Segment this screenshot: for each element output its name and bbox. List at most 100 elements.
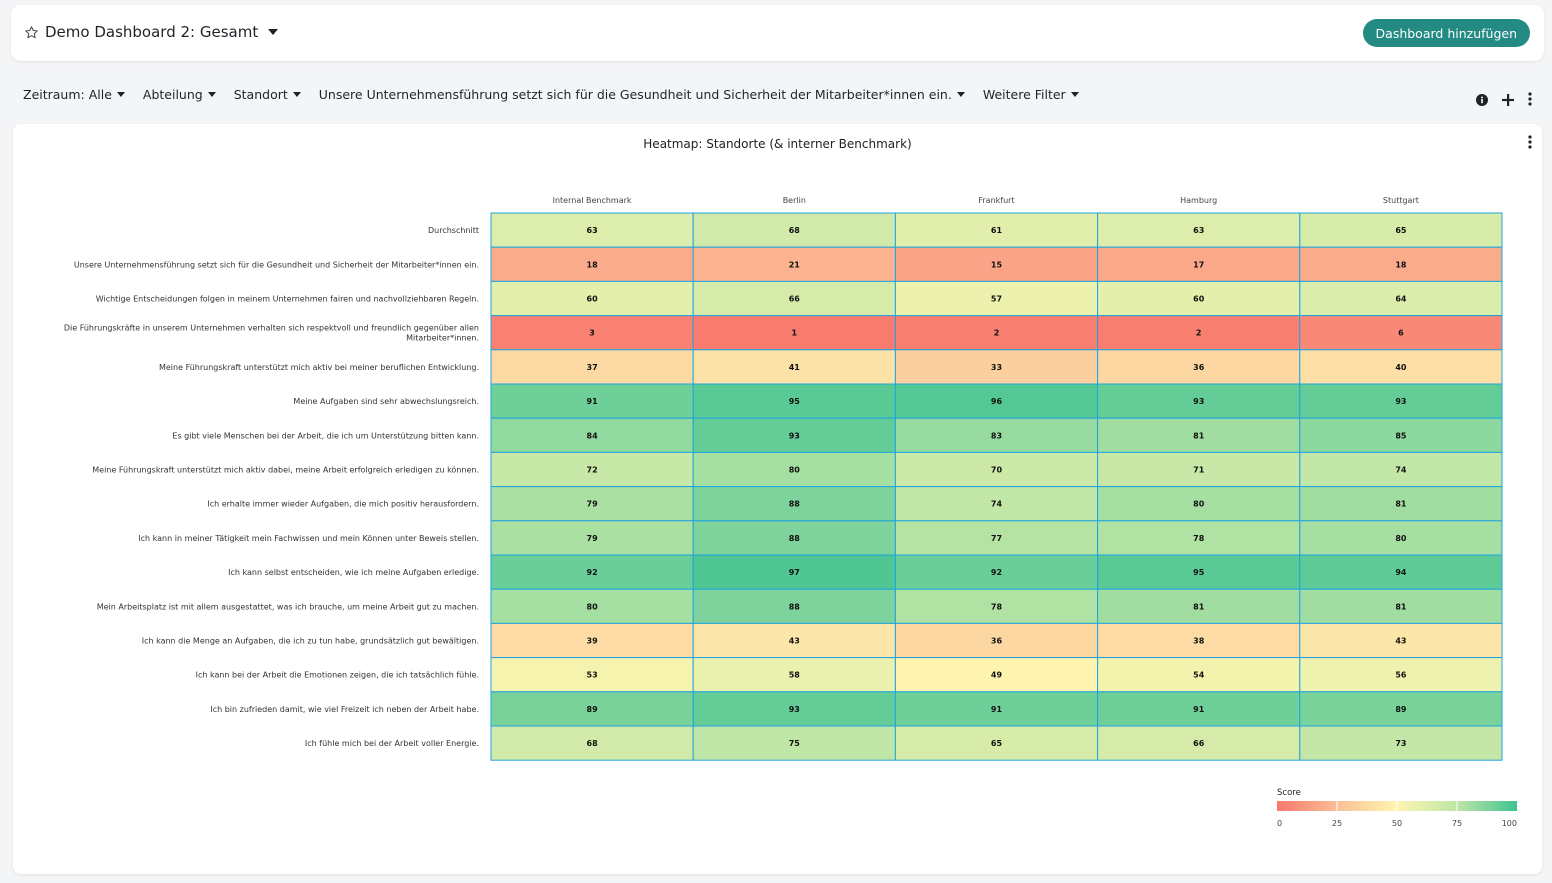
heatmap-cell[interactable] — [1097, 622, 1301, 659]
legend-tick-label: 100 — [1502, 819, 1517, 828]
cell-value-label: 21 — [789, 260, 801, 269]
heatmap-cell[interactable] — [1299, 417, 1503, 453]
filter-more[interactable]: Weitere Filter — [983, 87, 1079, 102]
cell-value-label: 15 — [991, 260, 1003, 269]
heatmap-cell[interactable] — [692, 554, 896, 590]
cell-value-label: 92 — [991, 568, 1002, 577]
heatmap-cell[interactable] — [1097, 554, 1301, 590]
heatmap-cell[interactable] — [1097, 691, 1301, 727]
heatmap-cell[interactable] — [692, 383, 896, 419]
heatmap-cell[interactable] — [894, 451, 1099, 488]
heatmap-cell[interactable] — [490, 486, 694, 522]
cell-value-label: 88 — [789, 500, 801, 509]
row-label: Ich kann die Menge an Aufgaben, die ich … — [142, 637, 479, 646]
heatmap-cell[interactable] — [894, 246, 1099, 282]
cell-value-label: 85 — [1395, 431, 1407, 440]
column-label: Internal Benchmark — [553, 196, 632, 205]
heatmap-cell[interactable] — [894, 315, 1099, 351]
filter-department[interactable]: Abteilung — [143, 87, 216, 102]
heatmap-cell[interactable] — [490, 520, 694, 556]
cell-value-label: 60 — [587, 295, 599, 304]
heatmap-cell[interactable] — [1299, 486, 1503, 522]
heatmap-cell[interactable] — [692, 520, 896, 556]
dashboard-selector[interactable]: Demo Dashboard 2: Gesamt — [24, 23, 279, 41]
heatmap-cell[interactable] — [1097, 486, 1301, 522]
cell-value-label: 2 — [994, 329, 1000, 338]
heatmap-cell[interactable] — [692, 657, 896, 693]
heatmap-cell[interactable] — [894, 520, 1099, 556]
heatmap-cell[interactable] — [1299, 725, 1503, 761]
heatmap-cell[interactable] — [1097, 417, 1301, 453]
heatmap-cell[interactable] — [692, 588, 896, 624]
star-icon[interactable] — [24, 25, 39, 40]
heatmap-cell[interactable] — [1299, 520, 1503, 556]
cell-value-label: 63 — [1193, 226, 1204, 235]
cell-value-label: 80 — [1193, 500, 1205, 509]
cell-value-label: 3 — [589, 329, 595, 338]
heatmap-cell[interactable] — [1097, 520, 1301, 556]
info-icon[interactable] — [1476, 91, 1488, 110]
heatmap-cell[interactable] — [692, 691, 896, 727]
heatmap-cell[interactable] — [1299, 280, 1503, 317]
row-label: Unsere Unternehmensführung setzt sich fü… — [74, 260, 479, 269]
heatmap-cell[interactable] — [490, 554, 694, 590]
heatmap-cell[interactable] — [692, 451, 896, 488]
filter-location[interactable]: Standort — [234, 87, 301, 102]
filter-period[interactable]: Zeitraum: Alle — [23, 87, 125, 102]
cell-value-label: 2 — [1196, 329, 1202, 338]
cell-value-label: 56 — [1395, 671, 1407, 680]
heatmap-cell[interactable] — [1299, 315, 1503, 351]
heatmap-cell[interactable] — [1097, 725, 1301, 761]
legend-tick-label: 50 — [1392, 819, 1402, 828]
heatmap-cell[interactable] — [894, 486, 1099, 522]
row-label: Ich kann selbst entscheiden, wie ich mei… — [228, 568, 479, 577]
heatmap-cell[interactable] — [490, 657, 694, 693]
heatmap-cell[interactable] — [1299, 657, 1503, 693]
cell-value-label: 18 — [587, 260, 599, 269]
heatmap-cell[interactable] — [490, 725, 694, 761]
cell-value-label: 43 — [1395, 637, 1406, 646]
heatmap-cell[interactable] — [1299, 349, 1503, 385]
heatmap-cell[interactable] — [1097, 315, 1301, 351]
row-label: Wichtige Entscheidungen folgen in meinem… — [96, 295, 479, 304]
heatmap-cell[interactable] — [490, 315, 694, 351]
kebab-menu-icon[interactable] — [1528, 91, 1532, 110]
heatmap-cell[interactable] — [1299, 691, 1503, 727]
heatmap-cell[interactable] — [894, 349, 1099, 385]
heatmap-cell[interactable] — [692, 725, 896, 761]
heatmap-cell[interactable] — [692, 315, 896, 351]
filter-question[interactable]: Unsere Unternehmensführung setzt sich fü… — [319, 87, 965, 102]
heatmap-cell[interactable] — [1299, 451, 1503, 488]
dashboard-header: Demo Dashboard 2: Gesamt Dashboard hinzu… — [11, 5, 1544, 61]
kebab-menu-icon[interactable] — [1528, 134, 1532, 153]
cell-value-label: 96 — [991, 397, 1003, 406]
heatmap-cell[interactable] — [692, 622, 896, 659]
heatmap-cell[interactable] — [490, 246, 694, 282]
heatmap-cell[interactable] — [894, 691, 1099, 727]
heatmap-cell[interactable] — [1299, 622, 1503, 659]
heatmap-cell[interactable] — [490, 212, 694, 248]
heatmap-cell[interactable] — [1299, 246, 1503, 282]
column-label: Frankfurt — [978, 196, 1014, 205]
cell-value-label: 17 — [1193, 260, 1204, 269]
heatmap-cell[interactable] — [692, 280, 896, 317]
heatmap-cell[interactable] — [894, 657, 1099, 693]
heatmap-cell[interactable] — [490, 383, 694, 419]
heatmap-cell[interactable] — [490, 349, 694, 385]
cell-value-label: 70 — [991, 466, 1003, 475]
add-dashboard-button[interactable]: Dashboard hinzufügen — [1362, 19, 1530, 47]
cell-value-label: 18 — [1395, 260, 1407, 269]
cell-value-label: 94 — [1395, 568, 1407, 577]
plus-icon[interactable] — [1502, 91, 1514, 110]
heatmap-cell[interactable] — [894, 554, 1099, 590]
heatmap-cell[interactable] — [1097, 212, 1301, 248]
heatmap-cell[interactable] — [1097, 588, 1301, 624]
cell-value-label: 88 — [789, 602, 801, 611]
filter-label: Weitere Filter — [982, 87, 1066, 102]
cell-value-label: 73 — [1395, 739, 1406, 748]
cell-value-label: 80 — [789, 466, 801, 475]
heatmap-cell[interactable] — [1097, 280, 1301, 317]
heatmap-cell[interactable] — [1097, 383, 1301, 419]
row-label: Ich erhalte immer wieder Aufgaben, die m… — [207, 500, 479, 509]
heatmap-cell[interactable] — [490, 691, 694, 727]
